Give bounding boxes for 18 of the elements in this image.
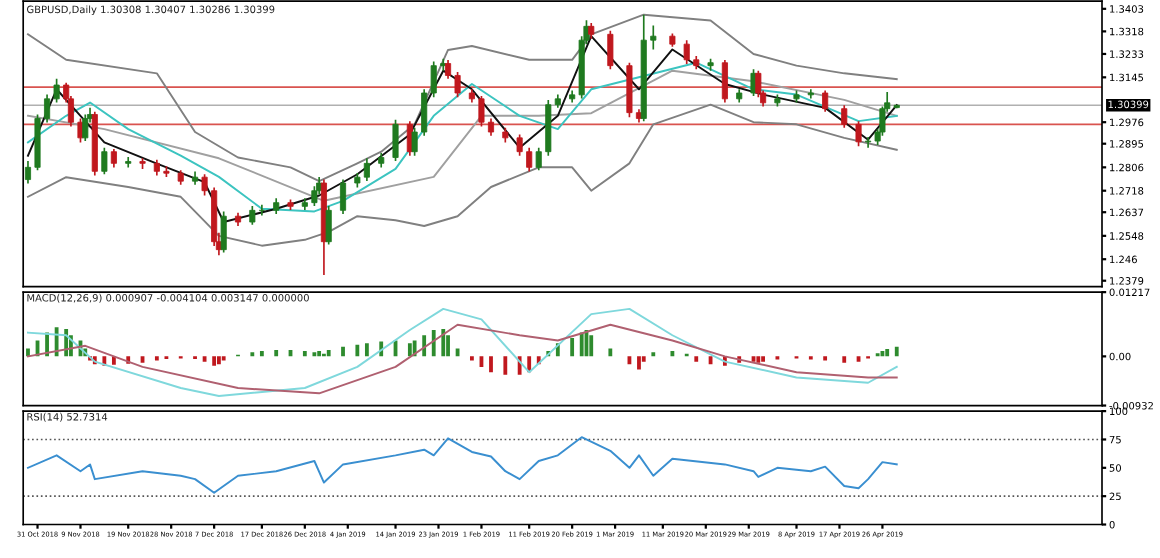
candlestick <box>822 89 829 113</box>
candlestick <box>841 104 848 129</box>
candlestick <box>220 210 227 254</box>
candlestick <box>721 59 728 104</box>
line-series <box>27 436 898 494</box>
line-series <box>27 323 898 395</box>
candlestick <box>755 69 762 99</box>
line-series <box>27 307 898 397</box>
candlestick <box>855 120 862 148</box>
candlestick <box>101 146 108 176</box>
candlestick <box>807 88 814 100</box>
candlestick <box>110 148 117 169</box>
candlestick <box>325 205 332 246</box>
candlestick <box>82 113 89 142</box>
candlestick <box>607 30 614 71</box>
candlestick <box>339 178 347 215</box>
candlestick <box>626 61 633 118</box>
candlestick <box>392 118 399 162</box>
